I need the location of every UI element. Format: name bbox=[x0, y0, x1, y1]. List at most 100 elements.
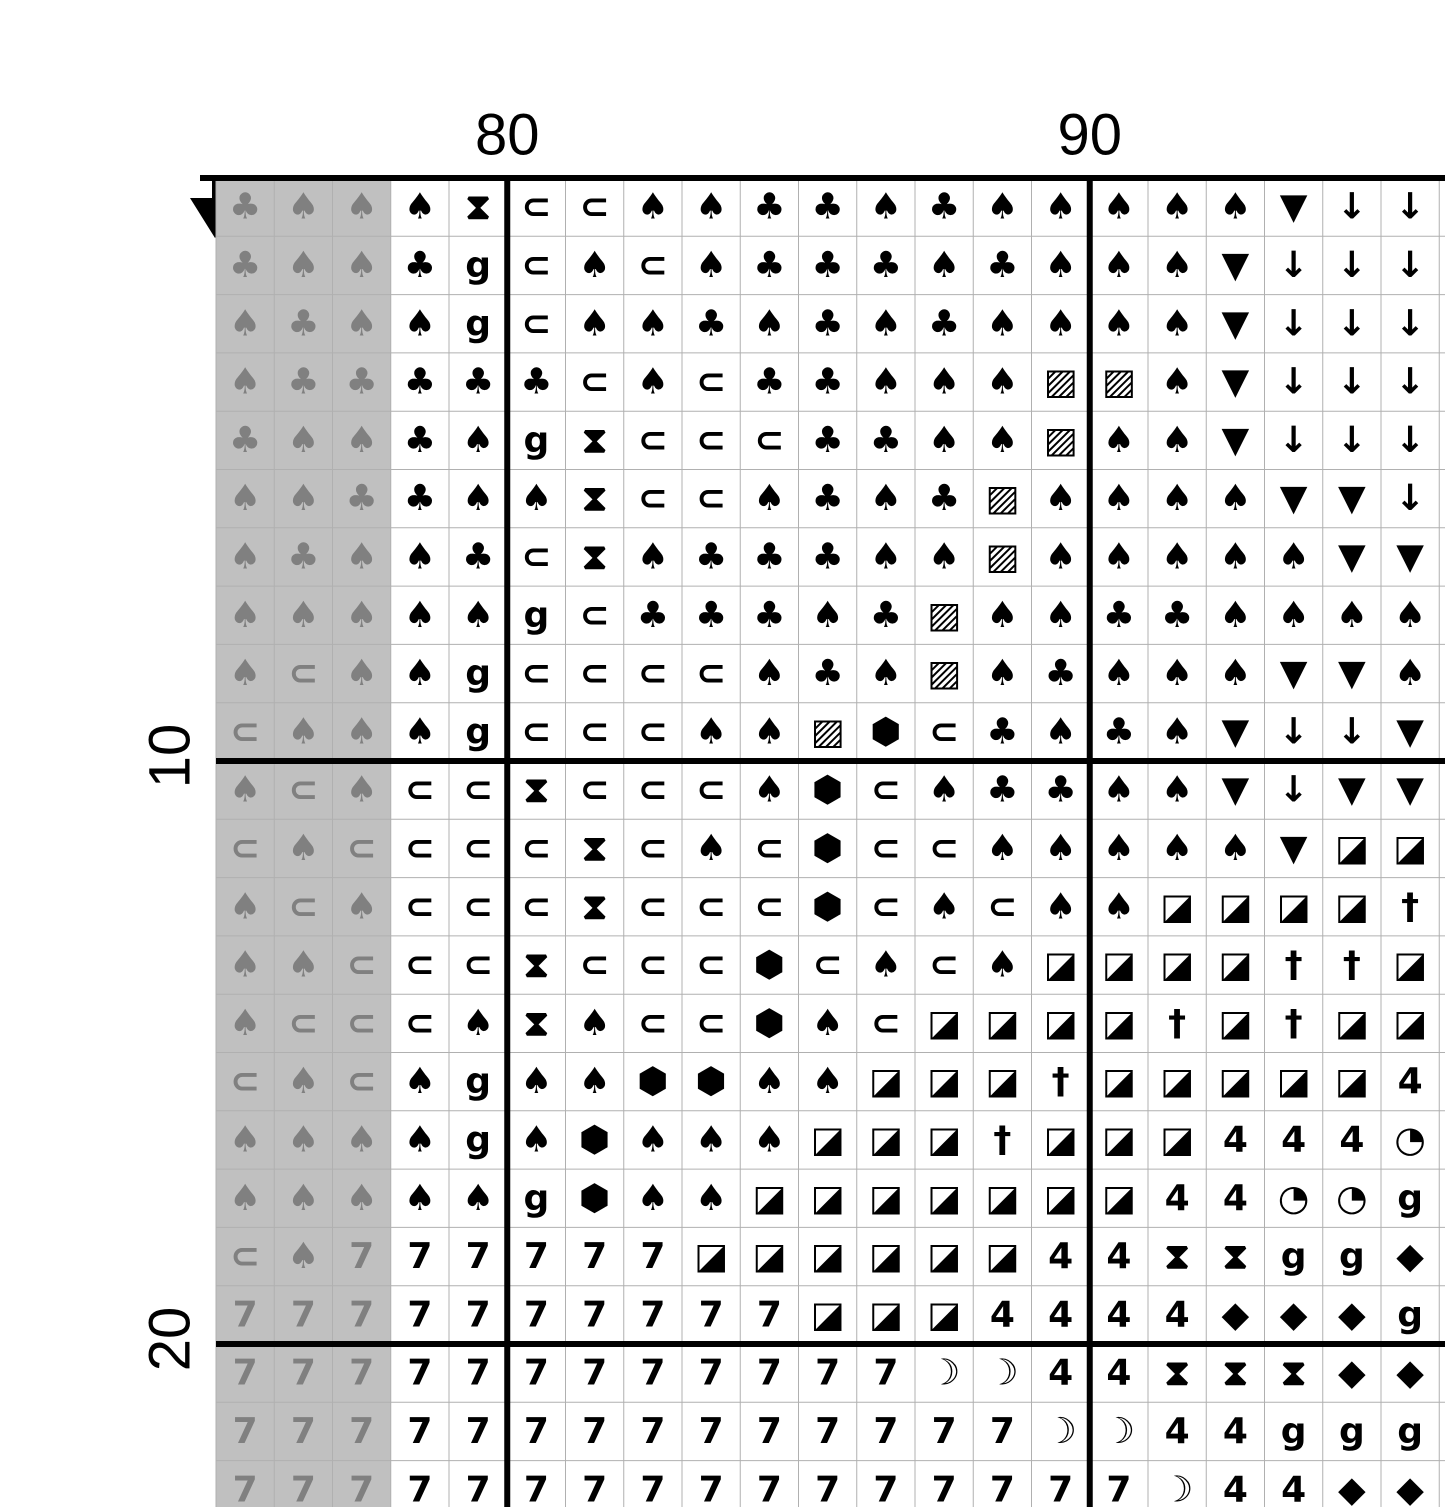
stitch-symbol: g bbox=[465, 711, 491, 752]
stitch-symbol: ◪ bbox=[869, 1119, 903, 1160]
stitch-symbol: g bbox=[523, 595, 549, 636]
stitch-symbol: 4 bbox=[1223, 1411, 1248, 1452]
stitch-symbol: ♠ bbox=[287, 711, 319, 752]
stitch-symbol: 4 bbox=[1223, 1469, 1248, 1507]
stitch-symbol: ▨ bbox=[811, 711, 845, 752]
stitch-symbol: 7 bbox=[466, 1236, 491, 1277]
stitch-symbol: ♠ bbox=[404, 653, 436, 694]
stitch-symbol: † bbox=[1168, 1003, 1186, 1044]
stitch-symbol: ♠ bbox=[870, 362, 902, 403]
stitch-symbol: 4 bbox=[1223, 1119, 1248, 1160]
stitch-symbol: ♠ bbox=[928, 362, 960, 403]
stitch-symbol: ♠ bbox=[870, 945, 902, 986]
stitch-symbol: g bbox=[523, 1178, 549, 1219]
stitch-symbol: ◆ bbox=[1396, 1353, 1424, 1394]
stitch-symbol: ♠ bbox=[986, 945, 1018, 986]
stitch-symbol: ⊂ bbox=[463, 828, 493, 869]
stitch-symbol: ♠ bbox=[986, 828, 1018, 869]
stitch-symbol: ◪ bbox=[927, 1003, 961, 1044]
stitch-symbol: ♣ bbox=[753, 362, 785, 403]
stitch-symbol: ◪ bbox=[1277, 886, 1311, 927]
stitch-symbol: ♠ bbox=[1103, 828, 1135, 869]
stitch-symbol: ♠ bbox=[229, 536, 261, 577]
stitch-symbol: 4 bbox=[1106, 1353, 1131, 1394]
stitch-symbol: 7 bbox=[466, 1294, 491, 1335]
stitch-symbol: ▼ bbox=[1396, 770, 1424, 811]
stitch-symbol: ♣ bbox=[404, 420, 436, 461]
stitch-symbol: ◪ bbox=[1044, 1119, 1078, 1160]
stitch-symbol: ♣ bbox=[753, 595, 785, 636]
stitch-symbol: ▼ bbox=[1280, 828, 1308, 869]
stitch-symbol: ◪ bbox=[1044, 1003, 1078, 1044]
stitch-symbol: ↓ bbox=[1337, 711, 1367, 752]
stitch-symbol: ⊂ bbox=[638, 420, 668, 461]
stitch-symbol: ⊂ bbox=[347, 945, 377, 986]
column-label: 90 bbox=[1057, 103, 1122, 168]
stitch-symbol: ◔ bbox=[1278, 1178, 1309, 1219]
stitch-symbol: ♠ bbox=[637, 536, 669, 577]
stitch-symbol: ♣ bbox=[811, 478, 843, 519]
stitch-symbol: ⊂ bbox=[813, 945, 843, 986]
stitch-symbol: ♠ bbox=[345, 770, 377, 811]
stitch-symbol: 7 bbox=[640, 1294, 665, 1335]
stitch-symbol: ♠ bbox=[753, 711, 785, 752]
stitch-symbol: 4 bbox=[1165, 1411, 1190, 1452]
stitch-symbol: ♣ bbox=[1103, 711, 1135, 752]
stitch-symbol: ♠ bbox=[404, 187, 436, 228]
stitch-symbol: ▼ bbox=[1222, 362, 1250, 403]
stitch-symbol: ◪ bbox=[927, 1119, 961, 1160]
stitch-symbol: ☽ bbox=[986, 1353, 1018, 1394]
stitch-symbol: ⊂ bbox=[463, 945, 493, 986]
stitch-symbol: ◔ bbox=[1336, 1178, 1367, 1219]
stitch-symbol: 7 bbox=[349, 1411, 374, 1452]
stitch-symbol: ♠ bbox=[928, 245, 960, 286]
stitch-symbol: 7 bbox=[1048, 1469, 1073, 1507]
stitch-symbol: ⧗ bbox=[582, 478, 607, 519]
stitch-symbol: ⊂ bbox=[638, 886, 668, 927]
stitch-symbol: ♣ bbox=[811, 303, 843, 344]
stitch-symbol: ♠ bbox=[229, 478, 261, 519]
stitch-symbol: ♣ bbox=[870, 420, 902, 461]
stitch-symbol: ☽ bbox=[1044, 1411, 1076, 1452]
stitch-symbol: ♠ bbox=[637, 1178, 669, 1219]
stitch-symbol: ⊂ bbox=[521, 886, 551, 927]
stitch-symbol: ♠ bbox=[404, 1061, 436, 1102]
stitch-symbol: ♠ bbox=[1219, 478, 1251, 519]
stitch-symbol: ⊂ bbox=[696, 653, 726, 694]
stitch-symbol: ♣ bbox=[695, 595, 727, 636]
stitch-symbol: ♣ bbox=[287, 536, 319, 577]
stitch-symbol: 7 bbox=[291, 1411, 316, 1452]
stitch-symbol: g bbox=[465, 653, 491, 694]
stitch-symbol: ⊂ bbox=[405, 1003, 435, 1044]
stitch-symbol: ◪ bbox=[1102, 1061, 1136, 1102]
stitch-symbol: ♠ bbox=[578, 245, 610, 286]
stitch-symbol: ♠ bbox=[1336, 595, 1368, 636]
stitch-symbol: 7 bbox=[233, 1294, 258, 1335]
stitch-symbol: 7 bbox=[291, 1294, 316, 1335]
stitch-symbol: ♠ bbox=[1161, 187, 1193, 228]
stitch-symbol: ♣ bbox=[404, 362, 436, 403]
stitch-symbol: ♠ bbox=[345, 653, 377, 694]
stitch-symbol: 7 bbox=[582, 1411, 607, 1452]
stitch-symbol: ◪ bbox=[985, 1178, 1019, 1219]
stitch-symbol: ▼ bbox=[1280, 653, 1308, 694]
stitch-symbol: ♠ bbox=[753, 1061, 785, 1102]
stitch-symbol: ♠ bbox=[404, 595, 436, 636]
stitch-symbol: ◔ bbox=[1394, 1119, 1425, 1160]
stitch-symbol: ↓ bbox=[1279, 303, 1309, 344]
stitch-symbol: ⊂ bbox=[230, 828, 260, 869]
stitch-symbol: ⊂ bbox=[696, 770, 726, 811]
stitch-symbol: ⊂ bbox=[638, 770, 668, 811]
stitch-symbol: ⊂ bbox=[638, 828, 668, 869]
stitch-symbol: ♣ bbox=[986, 711, 1018, 752]
stitch-symbol: ♠ bbox=[870, 303, 902, 344]
stitch-symbol: ♠ bbox=[345, 303, 377, 344]
stitch-symbol: ▨ bbox=[927, 595, 961, 636]
stitch-symbol: ♠ bbox=[229, 653, 261, 694]
stitch-symbol: ⬢ bbox=[754, 1003, 785, 1044]
stitch-symbol: ♠ bbox=[1161, 828, 1193, 869]
stitch-symbol: 7 bbox=[699, 1294, 724, 1335]
stitch-symbol: ↓ bbox=[1395, 187, 1425, 228]
stitch-symbol: ◪ bbox=[927, 1178, 961, 1219]
